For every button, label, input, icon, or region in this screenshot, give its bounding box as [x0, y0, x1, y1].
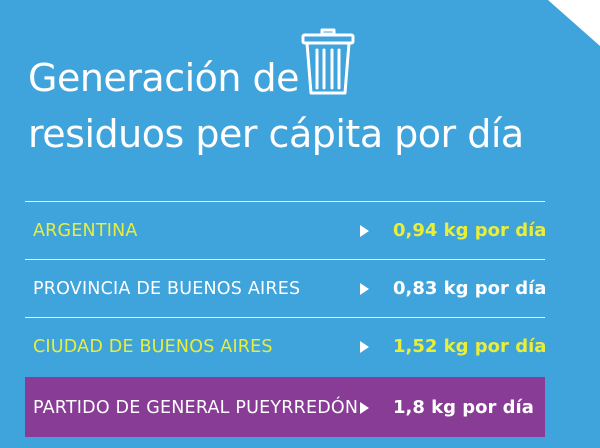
title-line-2: residuos per cápita por día: [28, 112, 524, 156]
row-value: 0,94 kg por día: [393, 220, 547, 241]
row-label: PARTIDO DE GENERAL PUEYRREDÓN: [33, 397, 359, 418]
trash-can-icon: [301, 28, 355, 95]
page-corner-fold: [548, 0, 600, 46]
row-label: ARGENTINA: [33, 220, 138, 241]
play-arrow-icon: [360, 282, 369, 295]
row-value: 0,83 kg por día: [393, 278, 547, 299]
play-arrow-icon: [360, 401, 369, 414]
title-line-1: Generación de: [28, 56, 300, 100]
row-value: 1,8 kg por día: [393, 397, 534, 418]
table-row-ciudad: CIUDAD DE BUENOS AIRES 1,52 kg por día: [25, 317, 547, 375]
row-label: PROVINCIA DE BUENOS AIRES: [33, 278, 301, 299]
page-title: Generación de residuos per cápita por dí…: [28, 50, 524, 162]
row-label: CIUDAD DE BUENOS AIRES: [33, 336, 273, 357]
table-row-provincia: PROVINCIA DE BUENOS AIRES 0,83 kg por dí…: [25, 259, 547, 317]
table-row-partido: PARTIDO DE GENERAL PUEYRREDÓN 1,8 kg por…: [25, 377, 545, 437]
table-row-argentina: ARGENTINA 0,94 kg por día: [25, 201, 547, 259]
waste-table: ARGENTINA 0,94 kg por día PROVINCIA DE B…: [25, 201, 547, 437]
row-value: 1,52 kg por día: [393, 336, 547, 357]
play-arrow-icon: [360, 340, 369, 353]
play-arrow-icon: [360, 224, 369, 237]
